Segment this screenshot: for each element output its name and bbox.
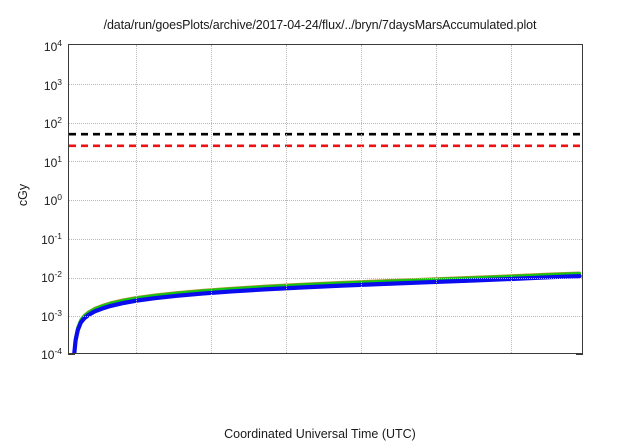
gridline-2017-4-19 — [136, 45, 137, 353]
gridline-1e-2 — [69, 277, 582, 279]
y-tick-label-1e0: 100 — [43, 192, 62, 208]
gridline-1e0 — [69, 200, 582, 201]
y-tick-label-1e-2: 10-2 — [41, 269, 62, 285]
y-tick-right-1e-4 — [576, 354, 583, 355]
x-axis-title: Coordinated Universal Time (UTC) — [224, 427, 416, 441]
y-tick-label-1e-1: 10-1 — [41, 231, 62, 247]
gridline-2017-4-21 — [286, 45, 287, 353]
threshold-line-group — [69, 132, 582, 148]
y-tick-label-1e-3: 10-3 — [41, 308, 62, 324]
accumulated-dose-blue — [72, 274, 582, 353]
y-tick-label-1e2: 102 — [43, 115, 62, 131]
plot-title: /data/run/goesPlots/archive/2017-04-24/f… — [103, 18, 537, 32]
gridline-2017-4-20 — [211, 45, 212, 353]
series-group — [72, 271, 582, 353]
y-axis-title: cGy — [16, 183, 30, 207]
gridline-1e3 — [69, 83, 582, 85]
gridline-2017-4-22 — [361, 45, 362, 353]
gridline-2017-4-24 — [511, 45, 512, 353]
y-tick-label-1e3: 103 — [43, 77, 62, 93]
y-tick-label-1e1: 101 — [43, 154, 62, 170]
gridline-1e-1 — [69, 238, 582, 240]
y-tick-label-1e4: 104 — [43, 38, 62, 54]
y-tick-label-1e-4: 10-4 — [41, 346, 62, 362]
gridline-1e1 — [69, 161, 582, 163]
gridline-1e-3 — [69, 316, 582, 318]
gridline-2017-4-23 — [436, 45, 437, 353]
y-tick-1e-4 — [68, 354, 75, 355]
gridline-1e2 — [69, 122, 582, 124]
plot-area — [68, 44, 583, 354]
